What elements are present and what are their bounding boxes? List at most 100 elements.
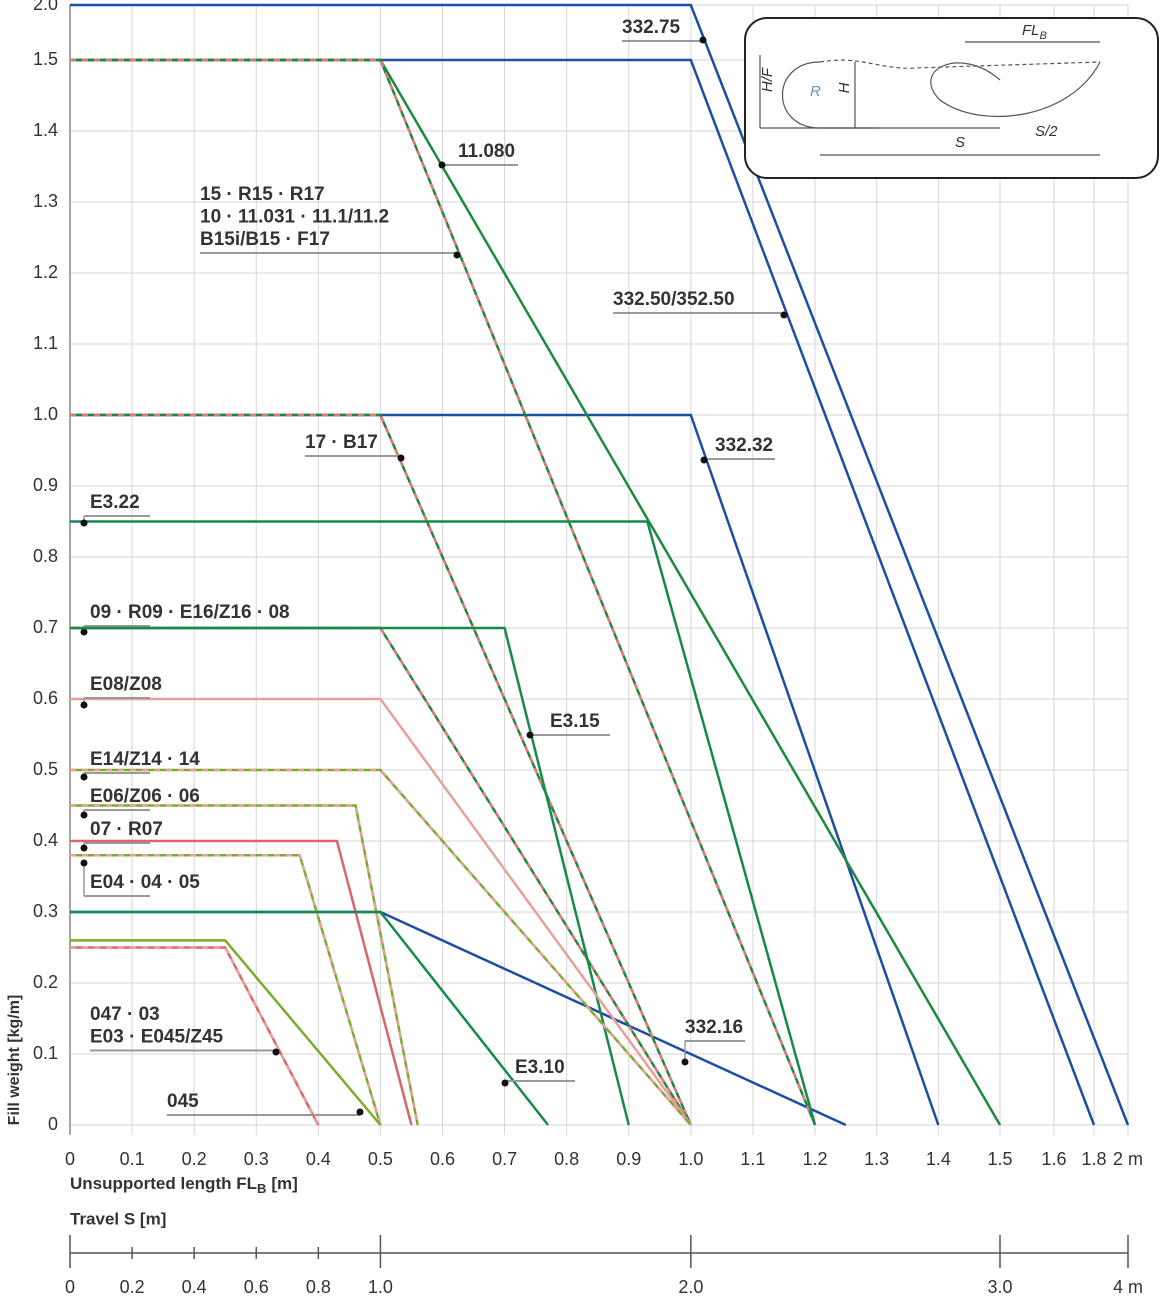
label-dot <box>80 844 88 852</box>
x-tick-label: 1.4 <box>926 1149 951 1169</box>
x-tick-label: 1.1 <box>740 1149 765 1169</box>
inset-frame <box>744 17 1159 179</box>
x-tick-label: 0.2 <box>182 1149 207 1169</box>
x-tick-label: 0.4 <box>306 1149 331 1169</box>
series-label: 07 · R07 <box>90 819 163 840</box>
label-dot <box>80 811 88 819</box>
x-tick-label: 0.6 <box>430 1149 455 1169</box>
inset-label: FLB <box>1022 22 1047 42</box>
x-axis-label-sub: B <box>257 1181 266 1196</box>
label-dot <box>80 701 88 709</box>
travel-tick-label: 0 <box>65 1277 75 1297</box>
inset-label: H/F <box>759 67 776 92</box>
y-tick-label: 1.3 <box>33 191 58 211</box>
series-label: E14/Z14 · 14 <box>90 749 200 770</box>
x-tick-label: 0.1 <box>120 1149 145 1169</box>
x-axis-label-unit: [m] <box>271 1174 297 1193</box>
label-dot <box>80 519 88 527</box>
y-tick-label: 0.5 <box>33 759 58 779</box>
y-tick-label: 0.7 <box>33 617 58 637</box>
travel-tick-label: 0.6 <box>244 1277 269 1297</box>
line-dash <box>70 946 320 1126</box>
label-dot <box>356 1108 364 1116</box>
travel-tick-label: 0.2 <box>120 1277 145 1297</box>
series-label: E3.15 <box>550 711 600 732</box>
y-tick-label: 0.4 <box>33 830 58 850</box>
label-dot <box>397 454 405 462</box>
label-dot <box>80 859 88 867</box>
y-tick-label: 1.0 <box>33 404 58 424</box>
series-label: 332.50/352.50 <box>613 289 735 310</box>
y-tick-label: 0.9 <box>33 475 58 495</box>
x-tick-label: 0.7 <box>492 1149 517 1169</box>
inset-label: H <box>836 82 853 93</box>
y-tick-label: 0.6 <box>33 688 58 708</box>
series-label: E3.22 <box>90 492 140 513</box>
travel-tick-label: 0.4 <box>182 1277 207 1297</box>
line <box>70 697 692 1126</box>
inset: FLB H/F R H S S/2 <box>744 17 1159 179</box>
inset-label: S <box>955 134 965 151</box>
series-label: B15i/B15 · F17 <box>200 229 330 250</box>
line-dash <box>70 853 382 1126</box>
x-tick-label: 0 <box>65 1149 75 1169</box>
x-tick-label: 1.6 <box>1041 1149 1066 1169</box>
series-label: E04 · 04 · 05 <box>90 872 200 893</box>
x-tick-label: 1.8 <box>1081 1149 1106 1169</box>
y-tick-label: 0.1 <box>33 1043 58 1063</box>
inset-label: S/2 <box>1035 123 1058 140</box>
y-tick-label: 1.2 <box>33 262 58 282</box>
travel-axis-label: Travel S [m] <box>70 1209 166 1228</box>
y-tick-label: 0.8 <box>33 546 58 566</box>
x-axis-label: Unsupported length FLB [m] <box>70 1174 298 1196</box>
label-dot <box>272 1048 280 1056</box>
series-label: 332.32 <box>715 435 773 456</box>
series-label: 045 <box>167 1091 199 1112</box>
series-label: 332.16 <box>685 1017 743 1038</box>
label-dot <box>681 1058 689 1066</box>
series-label: 10 · 11.031 · 11.1/11.2 <box>200 207 389 228</box>
label-dot <box>453 251 461 259</box>
series-label: E06/Z06 · 06 <box>90 786 200 807</box>
label-dot <box>80 773 88 781</box>
line <box>70 910 550 1126</box>
x-tick-label: 0.5 <box>368 1149 393 1169</box>
y-tick-label: 1.4 <box>33 120 58 140</box>
series-label: 17 · B17 <box>305 432 378 453</box>
series-label: E3.10 <box>515 1057 565 1078</box>
label-dot <box>438 161 446 169</box>
x-tick-label: 1.3 <box>864 1149 889 1169</box>
y-tick-label: 0.3 <box>33 901 58 921</box>
x-tick-label: 0.8 <box>554 1149 579 1169</box>
line <box>70 3 1130 1126</box>
line <box>70 413 692 1126</box>
line <box>70 520 817 1126</box>
y-tick-label: 1.5 <box>33 49 58 69</box>
line-dash <box>70 768 692 1126</box>
line <box>70 939 382 1126</box>
x-tick-label: 0.9 <box>616 1149 641 1169</box>
travel-tick-label: 0.8 <box>306 1277 331 1297</box>
x-tick-label: 1.5 <box>987 1149 1012 1169</box>
x-tick-label: 1.0 <box>678 1149 703 1169</box>
y-tick-label: 0.2 <box>33 972 58 992</box>
label-dot <box>80 628 88 636</box>
label-dot <box>780 311 788 319</box>
series-label: E03 · E045/Z45 <box>90 1027 224 1048</box>
travel-tick-label: 2.0 <box>678 1277 703 1297</box>
x-tick-label: 1.2 <box>802 1149 827 1169</box>
line <box>70 58 817 1126</box>
y-axis-label: Fill weight [kg/m] <box>6 995 23 1126</box>
line <box>70 804 419 1126</box>
inset-chain-ghost <box>930 61 1101 117</box>
series-label: 09 · R09 · E16/Z16 · 08 <box>90 602 290 623</box>
y-tick-label: 0 <box>48 1114 58 1134</box>
travel-tick-label: 4 m <box>1113 1277 1143 1297</box>
line <box>70 839 413 1126</box>
inset-fl: FL <box>1022 22 1040 39</box>
x-axis-label-main: Unsupported length FL <box>70 1174 257 1193</box>
label-dot <box>700 456 708 464</box>
travel-tick-label: 3.0 <box>987 1277 1012 1297</box>
